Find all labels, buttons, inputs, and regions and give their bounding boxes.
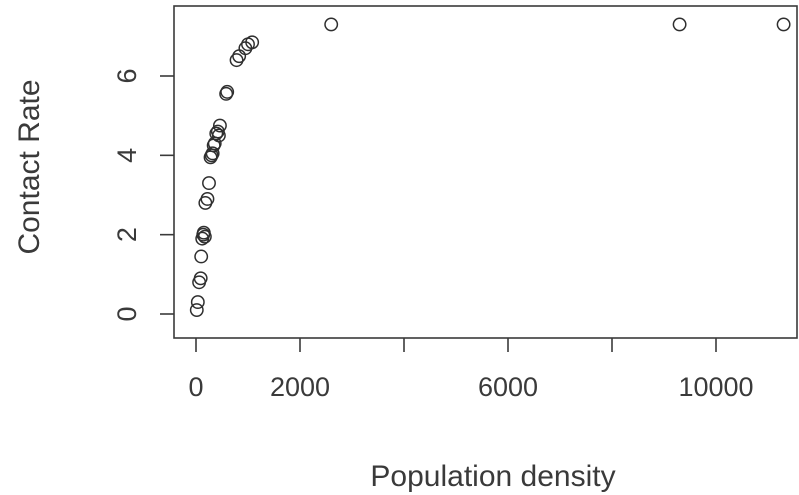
y-tick-label: 2	[112, 227, 142, 242]
data-point-21	[212, 118, 227, 133]
y-tick-label: 6	[112, 68, 142, 83]
data-point-29	[324, 17, 339, 32]
y-tick-label: 0	[112, 306, 142, 321]
x-tick-label: 0	[188, 372, 203, 402]
data-point-25	[232, 49, 247, 64]
data-point-15	[205, 146, 220, 161]
data-point-11	[200, 192, 215, 206]
x-tick-label: 6000	[478, 372, 538, 402]
data-point-31	[776, 17, 791, 32]
data-points	[189, 17, 791, 317]
data-point-1	[189, 303, 204, 317]
x-axis-title: Population density	[370, 460, 615, 493]
x-axis: 0 2000 6000 10000	[188, 338, 754, 402]
data-point-23	[220, 84, 235, 99]
x-tick-label: 2000	[270, 372, 330, 402]
data-point-28	[245, 35, 260, 50]
y-axis-title: Contact Rate	[13, 79, 46, 254]
data-point-9	[197, 229, 212, 244]
data-point-12	[202, 176, 216, 191]
data-point-20	[211, 128, 226, 143]
data-point-2	[190, 295, 205, 310]
plot-area-frame	[173, 5, 798, 339]
y-axis: 0 2 4 6	[112, 68, 174, 322]
data-point-30	[672, 17, 687, 32]
data-point-18	[209, 126, 224, 141]
x-tick-label: 10000	[678, 372, 753, 402]
data-point-24	[229, 53, 244, 68]
y-tick-label: 4	[112, 148, 142, 163]
data-point-5	[194, 249, 209, 264]
data-point-4	[193, 271, 208, 286]
